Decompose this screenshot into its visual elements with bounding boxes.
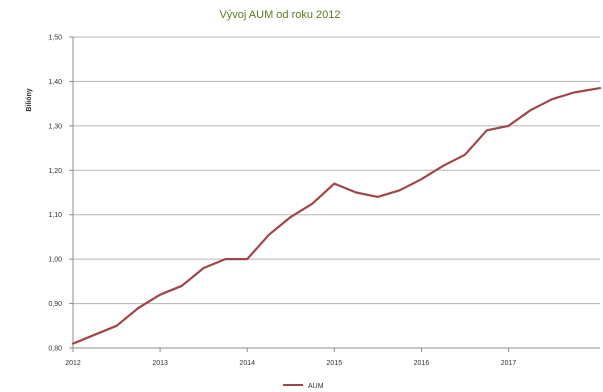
y-tick-label: 0,80: [48, 346, 62, 353]
y-tick-label: 1,40: [48, 79, 62, 86]
chart-title: Vývoj AUM od roku 2012: [219, 9, 340, 21]
x-tick-label: 2016: [414, 360, 430, 367]
y-tick-label: 1,20: [48, 168, 62, 175]
y-axis-label: Bilióny: [26, 88, 33, 111]
y-tick-label: 1,10: [48, 212, 62, 219]
y-tick-label: 1,50: [48, 35, 62, 42]
x-tick-label: 2015: [327, 360, 343, 367]
x-tick-labels: 2012 2013 2014 2015 2016 2017: [65, 360, 516, 367]
x-tick-label: 2017: [501, 360, 517, 367]
legend-label-aum: AUM: [308, 383, 324, 390]
y-tick-label: 0,90: [48, 301, 62, 308]
y-tick-label: 1,00: [48, 257, 62, 264]
x-tick-label: 2012: [65, 360, 81, 367]
series-line-aum: [71, 86, 602, 345]
y-tick-label: 1,30: [48, 123, 62, 130]
grid-lines: [73, 36, 600, 305]
legend: AUM: [283, 383, 324, 390]
x-tick-label: 2014: [239, 360, 255, 367]
axes: [69, 36, 600, 352]
x-tick-label: 2013: [152, 360, 168, 367]
y-tick-labels: 0,80 0,90 1,00 1,10 1,20 1,30 1,40 1,50: [48, 35, 62, 353]
series-lines: [71, 86, 602, 345]
